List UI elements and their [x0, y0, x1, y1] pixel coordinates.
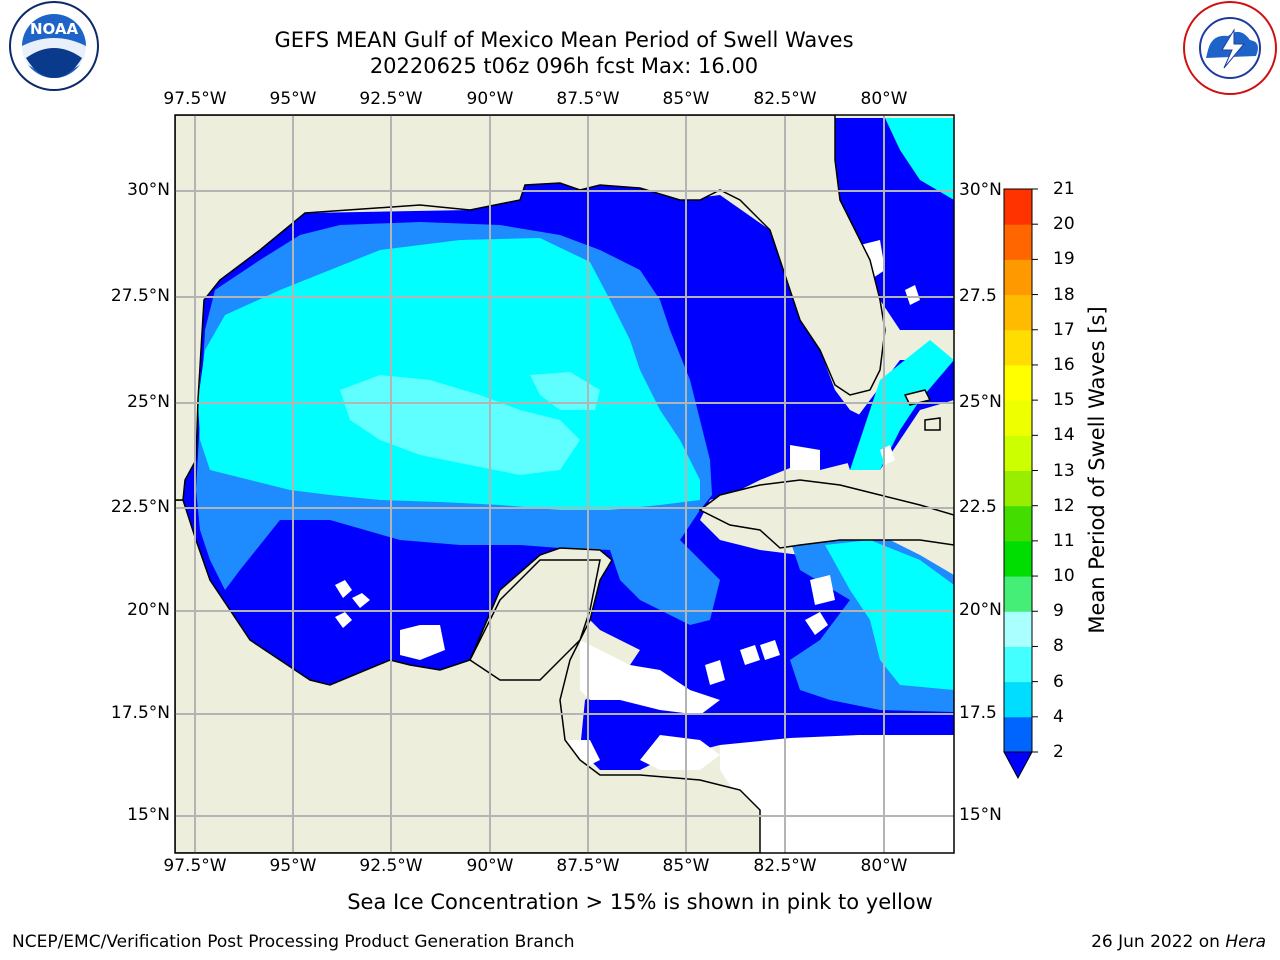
colorbar: [1003, 188, 1038, 780]
nws-logo: [1183, 1, 1277, 95]
ocean-field-6-8-caribbean: [825, 540, 954, 690]
ocean-field-8-9-b: [530, 372, 600, 410]
lat-tick-right: 20°N: [959, 600, 1002, 620]
colorbar-segment: [1004, 400, 1032, 436]
colorbar-segment: [1004, 435, 1032, 471]
footer-credit: NCEP/EMC/Verification Post Processing Pr…: [12, 932, 575, 952]
land-bahamas-a: [903, 389, 932, 406]
colorbar-tick-label: 6: [1053, 671, 1064, 692]
lat-tick-left: 15°N: [127, 805, 170, 825]
colorbar-segment: [1004, 681, 1032, 718]
colorbar-segment: [1004, 294, 1032, 331]
lat-tick-left: 17.5°N: [110, 703, 170, 723]
gridlines: [175, 115, 954, 853]
lon-tick-top: 85°W: [662, 89, 710, 109]
colorbar-segment: [1004, 716, 1032, 753]
ocean-field-6-8-keys: [850, 340, 954, 470]
lon-tick-bottom: 95°W: [269, 856, 317, 876]
colorbar-tick-label: 12: [1053, 495, 1075, 516]
colorbar-segment: [1004, 224, 1032, 260]
lat-tick-left: 25°N: [127, 392, 170, 412]
footer-host: Hera: [1225, 932, 1266, 952]
colorbar-segment: [1004, 540, 1032, 577]
lat-tick-right: 22.5: [959, 497, 997, 517]
colorbar-tick-label: 2: [1053, 742, 1064, 762]
colorbar-tick-label: 19: [1053, 249, 1075, 270]
noaa-logo: NOAA: [9, 1, 99, 91]
land-bahamas-b: [924, 417, 941, 431]
lon-tick-bottom: 85°W: [662, 856, 710, 876]
colorbar-tick-label: 20: [1053, 214, 1075, 235]
lon-tick-bottom: 97.5°W: [163, 856, 227, 876]
map-frame: [174, 114, 955, 854]
colorbar-segment: [1004, 329, 1032, 366]
colorbar-tick-label: 17: [1053, 319, 1075, 340]
missing-data-patches: [335, 240, 954, 853]
ocean-field-6-8-east: [885, 118, 954, 200]
map-area: [175, 115, 954, 853]
lat-tick-left: 22.5°N: [110, 497, 170, 517]
lon-tick-top: 90°W: [466, 89, 514, 109]
colorbar-tick-label: 14: [1053, 425, 1075, 446]
colorbar-tick-label: 10: [1053, 566, 1075, 587]
colorbar-segment: [1004, 611, 1032, 647]
colorbar-segment: [1004, 470, 1032, 507]
colorbar-tick-label: 8: [1053, 636, 1064, 657]
land-mexico-south: [175, 499, 761, 853]
colorbar-tick-label: 15: [1053, 390, 1075, 411]
colorbar-tick-label: 16: [1053, 354, 1075, 375]
lat-tick-left: 20°N: [127, 600, 170, 620]
colorbar-tick-label: 4: [1053, 706, 1064, 727]
noaa-logo-text: NOAA: [30, 20, 79, 38]
colorbar-segment: [1004, 364, 1032, 401]
coastlines: [175, 115, 954, 853]
lat-tick-right: 25°N: [959, 392, 1002, 412]
lon-tick-bottom: 87.5°W: [556, 856, 620, 876]
lon-tick-bottom: 82.5°W: [753, 856, 817, 876]
land-florida: [175, 115, 886, 501]
map-title: GEFS MEAN Gulf of Mexico Mean Period of …: [274, 28, 854, 52]
colorbar-tick-label: 9: [1053, 601, 1064, 622]
land-cuba: [698, 479, 954, 549]
colorbar-tick-label: 13: [1053, 460, 1075, 481]
lon-tick-top: 95°W: [269, 89, 317, 109]
footer-date: 26 Jun 2022 on Hera: [1091, 932, 1266, 952]
lat-tick-right: 27.5: [959, 286, 997, 306]
footer-date-text: 26 Jun 2022 on: [1091, 932, 1226, 952]
lon-tick-bottom: 90°W: [466, 856, 514, 876]
colorbar-label: Mean Period of Swell Waves [s]: [1085, 306, 1109, 634]
colorbar-tick-label: 11: [1053, 530, 1075, 551]
lat-tick-right: 17.5: [959, 703, 997, 723]
sea-ice-caption: Sea Ice Concentration > 15% is shown in …: [347, 890, 933, 914]
colorbar-tick-label: 21: [1053, 179, 1075, 199]
colorbar-segment: [1004, 259, 1032, 296]
ocean-field-8-9: [340, 375, 580, 475]
lat-tick-right: 15°N: [959, 805, 1002, 825]
lon-tick-top: 97.5°W: [163, 89, 227, 109]
colorbar-tick-label: 18: [1053, 284, 1075, 305]
land-yucatan-inner: [469, 559, 601, 681]
lat-tick-right: 30°N: [959, 180, 1002, 200]
colorbar-extend-arrow: [1003, 751, 1033, 780]
map-subtitle: 20220625 t06z 096h fcst Max: 16.00: [369, 54, 759, 78]
lon-tick-bottom: 80°W: [860, 856, 908, 876]
colorbar-segment: [1004, 505, 1032, 542]
lon-tick-top: 80°W: [860, 89, 908, 109]
lon-tick-top: 87.5°W: [556, 89, 620, 109]
colorbar-segment: [1004, 576, 1032, 612]
lon-tick-top: 92.5°W: [359, 89, 423, 109]
lon-tick-top: 82.5°W: [753, 89, 817, 109]
colorbar-segment: [1004, 189, 1032, 225]
lon-tick-bottom: 92.5°W: [359, 856, 423, 876]
lat-tick-left: 27.5°N: [110, 286, 170, 306]
colorbar-segment: [1004, 646, 1032, 683]
lat-tick-left: 30°N: [127, 180, 170, 200]
